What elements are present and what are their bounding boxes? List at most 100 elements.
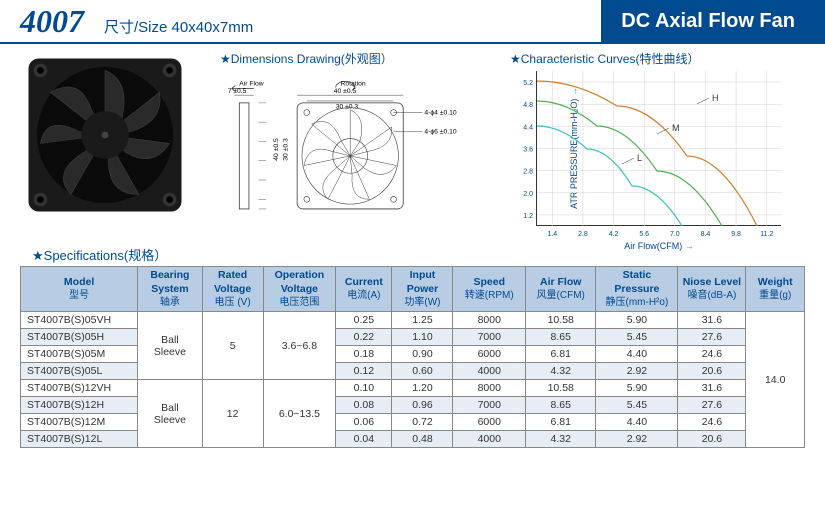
cell-noise: 20.6 xyxy=(678,363,746,380)
cell-noise: 31.6 xyxy=(678,312,746,329)
cell-speed: 4000 xyxy=(453,431,526,448)
svg-text:11.2: 11.2 xyxy=(760,231,773,238)
cell-power: 0.48 xyxy=(392,431,453,448)
specs-table: Model型号Bearing System轴承Rated Voltage电压 (… xyxy=(20,266,805,448)
cell-current: 0.12 xyxy=(336,363,392,380)
cell-static: 5.45 xyxy=(596,397,678,414)
cell-speed: 6000 xyxy=(453,346,526,363)
cell-model: ST4007B(S)12VH xyxy=(21,380,138,397)
cell-airflow: 8.65 xyxy=(526,329,596,346)
cell-static: 4.40 xyxy=(596,414,678,431)
cell-static: 5.45 xyxy=(596,329,678,346)
cell-power: 0.90 xyxy=(392,346,453,363)
svg-text:5.6: 5.6 xyxy=(639,231,649,238)
cell-model: ST4007B(S)05VH xyxy=(21,312,138,329)
cell-airflow: 10.58 xyxy=(526,312,596,329)
cell-static: 4.40 xyxy=(596,346,678,363)
cell-voltage: 5 xyxy=(202,312,263,380)
svg-text:40 ±0.5: 40 ±0.5 xyxy=(334,88,357,95)
cell-noise: 24.6 xyxy=(678,414,746,431)
chart-xlabel: Air Flow(CFM) → xyxy=(624,241,694,251)
product-photo xyxy=(20,50,210,239)
cell-speed: 6000 xyxy=(453,414,526,431)
svg-text:30 ±0.3: 30 ±0.3 xyxy=(283,138,290,161)
cell-model: ST4007B(S)05M xyxy=(21,346,138,363)
middle-row: ★Dimensions Drawing(外观图） Air Flow Rotati… xyxy=(0,44,825,243)
curves-section: ★Characteristic Curves(特性曲线） ATR PRESSUR… xyxy=(510,50,805,239)
cell-static: 5.90 xyxy=(596,312,678,329)
table-row: ST4007B(S)05VHBallSleeve53.6~6.80.251.25… xyxy=(21,312,805,329)
cell-static: 2.92 xyxy=(596,363,678,380)
cell-airflow: 6.81 xyxy=(526,414,596,431)
svg-text:40 ±0.5: 40 ±0.5 xyxy=(273,138,280,161)
cell-noise: 31.6 xyxy=(678,380,746,397)
svg-text:9.8: 9.8 xyxy=(731,231,741,238)
specs-title: ★Specifications(规格） xyxy=(0,243,825,266)
svg-text:7 ±0.5: 7 ±0.5 xyxy=(228,88,247,95)
cell-opvoltage: 3.6~6.8 xyxy=(263,312,336,380)
svg-text:4.8: 4.8 xyxy=(523,102,533,109)
svg-text:5.2: 5.2 xyxy=(523,80,533,87)
svg-text:Air Flow: Air Flow xyxy=(239,81,264,88)
svg-text:4-ɸ4 ±0.10: 4-ɸ4 ±0.10 xyxy=(424,109,456,116)
page-header: 4007 尺寸/Size 40x40x7mm DC Axial Flow Fan xyxy=(0,0,825,44)
cell-model: ST4007B(S)12M xyxy=(21,414,138,431)
cell-model: ST4007B(S)05L xyxy=(21,363,138,380)
svg-text:3.6: 3.6 xyxy=(523,147,533,154)
svg-text:L: L xyxy=(637,153,642,163)
cell-speed: 8000 xyxy=(453,380,526,397)
cell-static: 5.90 xyxy=(596,380,678,397)
col-header: Air Flow风量(CFM) xyxy=(526,267,596,312)
col-header: Weight重量(g) xyxy=(746,267,805,312)
col-header: Operation Voltage电压范围 xyxy=(263,267,336,312)
cell-current: 0.06 xyxy=(336,414,392,431)
cell-power: 1.25 xyxy=(392,312,453,329)
cell-power: 0.72 xyxy=(392,414,453,431)
svg-text:1.2: 1.2 xyxy=(523,213,533,220)
svg-text:M: M xyxy=(672,123,680,133)
cell-speed: 4000 xyxy=(453,363,526,380)
cell-power: 1.20 xyxy=(392,380,453,397)
cell-noise: 20.6 xyxy=(678,431,746,448)
svg-text:7.0: 7.0 xyxy=(670,231,680,238)
cell-model: ST4007B(S)05H xyxy=(21,329,138,346)
cell-voltage: 12 xyxy=(202,380,263,448)
characteristic-chart: ATR PRESSURE(mm-H₂O) → Air Flow(CFM) → 1… xyxy=(536,71,781,226)
col-header: Current电流(A) xyxy=(336,267,392,312)
cell-model: ST4007B(S)12L xyxy=(21,431,138,448)
svg-text:2.8: 2.8 xyxy=(523,169,533,176)
col-header: Static Pressure静压(mm-H²o) xyxy=(596,267,678,312)
cell-noise: 24.6 xyxy=(678,346,746,363)
col-header: Input Power功率(W) xyxy=(392,267,453,312)
cell-opvoltage: 6.0~13.5 xyxy=(263,380,336,448)
size-text: 尺寸/Size 40x40x7mm xyxy=(104,6,601,37)
cell-airflow: 6.81 xyxy=(526,346,596,363)
svg-text:2.0: 2.0 xyxy=(523,191,533,198)
product-title: DC Axial Flow Fan xyxy=(601,0,825,42)
cell-current: 0.10 xyxy=(336,380,392,397)
dimensions-section: ★Dimensions Drawing(外观图） Air Flow Rotati… xyxy=(220,50,500,239)
cell-weight: 14.0 xyxy=(746,312,805,448)
col-header: Speed转速(RPM) xyxy=(453,267,526,312)
cell-bearing: BallSleeve xyxy=(138,380,202,448)
cell-speed: 7000 xyxy=(453,397,526,414)
cell-model: ST4007B(S)12H xyxy=(21,397,138,414)
cell-speed: 8000 xyxy=(453,312,526,329)
col-header: Model型号 xyxy=(21,267,138,312)
svg-text:4.4: 4.4 xyxy=(523,124,533,131)
cell-airflow: 4.32 xyxy=(526,431,596,448)
svg-text:4.2: 4.2 xyxy=(609,231,619,238)
cell-noise: 27.6 xyxy=(678,397,746,414)
col-header: Rated Voltage电压 (V) xyxy=(202,267,263,312)
svg-text:8.4: 8.4 xyxy=(701,231,711,238)
cell-power: 0.96 xyxy=(392,397,453,414)
svg-text:2.8: 2.8 xyxy=(578,231,588,238)
svg-text:H: H xyxy=(712,93,719,103)
cell-airflow: 4.32 xyxy=(526,363,596,380)
cell-current: 0.18 xyxy=(336,346,392,363)
cell-noise: 27.6 xyxy=(678,329,746,346)
svg-text:1.4: 1.4 xyxy=(547,231,557,238)
svg-text:30 ±0.3: 30 ±0.3 xyxy=(336,104,359,111)
cell-current: 0.04 xyxy=(336,431,392,448)
cell-static: 2.92 xyxy=(596,431,678,448)
